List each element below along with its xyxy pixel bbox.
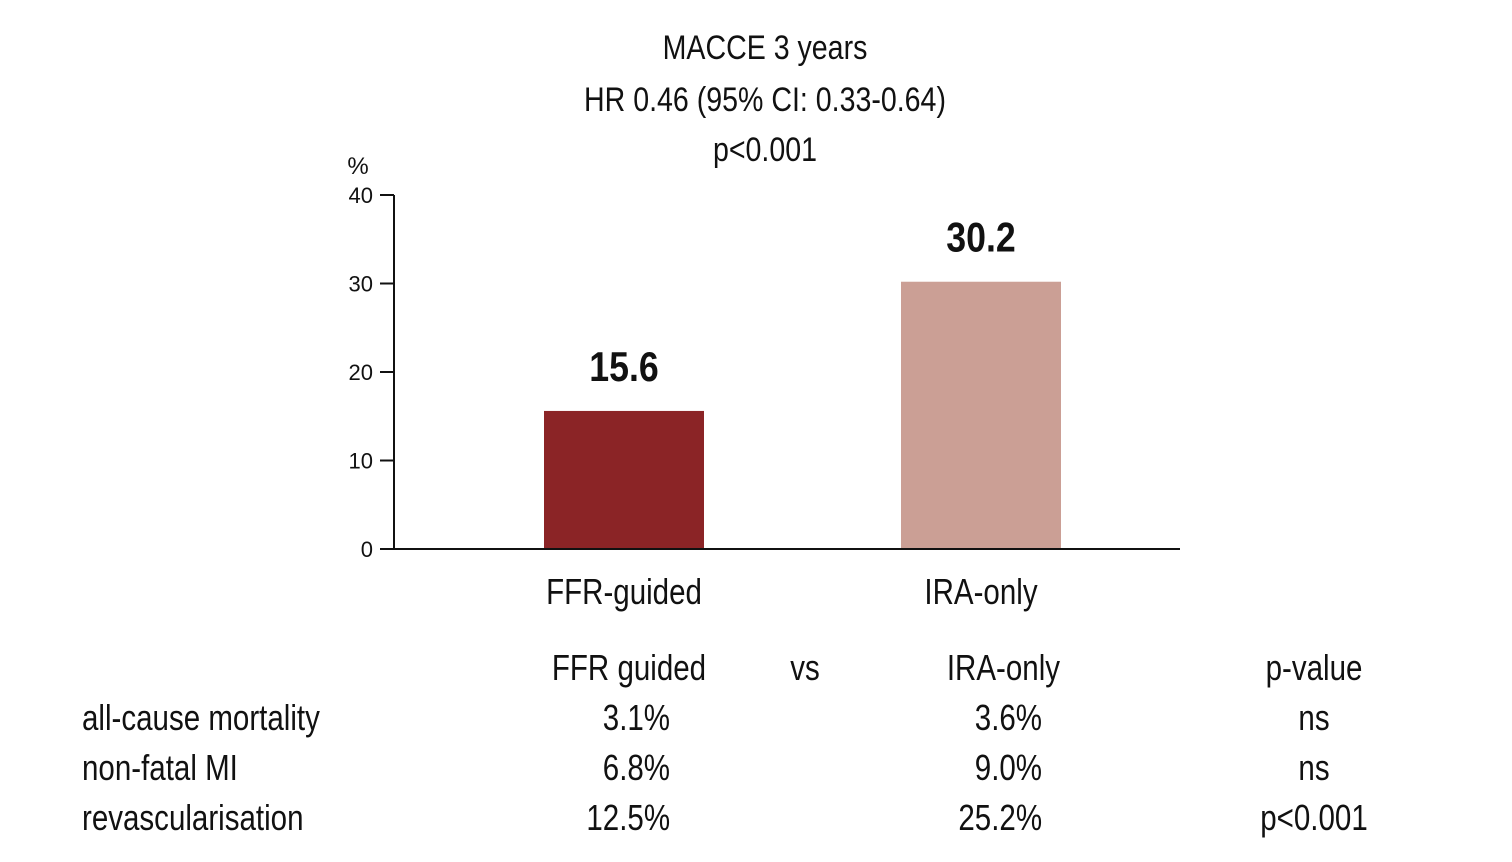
y-tick-label: 20 (349, 360, 373, 385)
table-cell-ffr: 6.8% (602, 747, 670, 788)
table-cell-ira: 9.0% (974, 747, 1042, 788)
table-cell-ffr: 3.1% (602, 697, 670, 738)
chart-title-line-3: p<0.001 (712, 131, 818, 169)
y-ticks: 0 10 20 30 40 (349, 183, 394, 562)
data-labels: 15.6 30.2 (589, 215, 1015, 391)
table-cell-ira: 25.2% (958, 797, 1042, 838)
table-cell-p: p<0.001 (1260, 797, 1368, 838)
table-cell-ffr: 12.5% (586, 797, 670, 838)
y-axis-label: % (347, 153, 368, 180)
y-tick-label: 40 (349, 183, 373, 208)
table-header-ffr: FFR guided (551, 647, 706, 688)
table-cell-ira: 3.6% (974, 697, 1042, 738)
bar-ira-only (901, 281, 1061, 549)
table-row-label: non-fatal MI (82, 747, 238, 788)
y-tick-label: 0 (361, 537, 373, 562)
table-header-vs: vs (790, 647, 820, 688)
table-row-label: all-cause mortality (82, 697, 320, 738)
x-category-label: FFR-guided (546, 571, 702, 611)
chart-title-line-2: HR 0.46 (95% CI: 0.33-0.64) (584, 81, 946, 119)
table-cell-p: ns (1298, 747, 1330, 788)
y-tick-label: 30 (349, 272, 373, 297)
data-label: 30.2 (946, 215, 1015, 261)
table-cell-p: ns (1298, 697, 1330, 738)
table-header-ira: IRA-only (946, 647, 1060, 688)
table-row-label: revascularisation (82, 797, 304, 838)
data-label: 15.6 (589, 344, 658, 390)
x-categories: FFR-guided IRA-only (546, 571, 1038, 611)
y-tick-label: 10 (349, 449, 373, 474)
bars (544, 281, 1061, 549)
chart-title-line-1: MACCE 3 years (662, 29, 868, 67)
bar-ffr-guided (544, 410, 704, 549)
x-category-label: IRA-only (924, 571, 1038, 611)
table-header-p: p-value (1265, 647, 1363, 688)
